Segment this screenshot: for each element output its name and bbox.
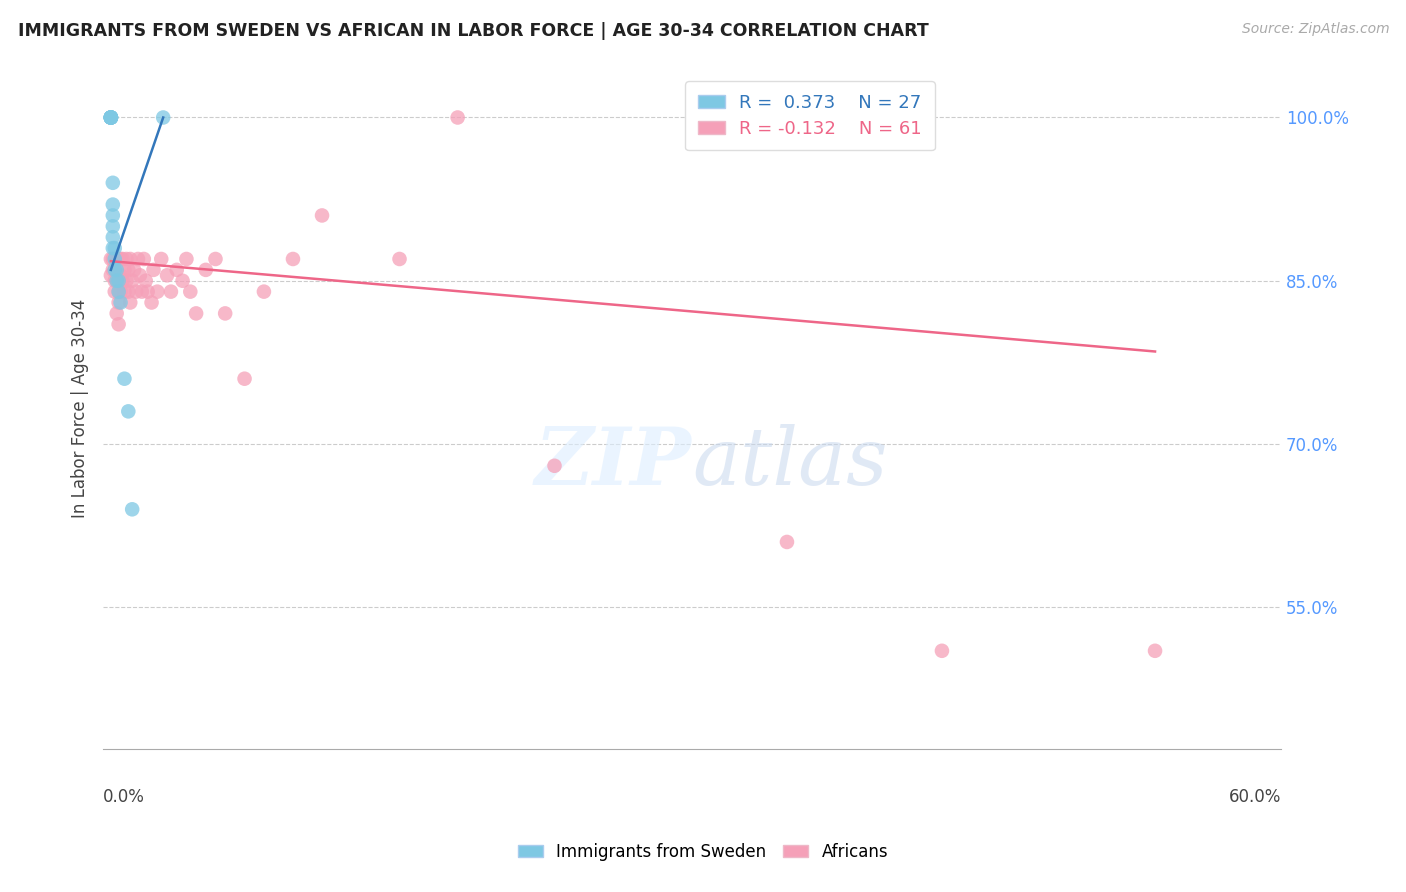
Point: [136, 285, 159, 299]
Point: [100, 111, 122, 125]
Point: [100, 111, 122, 125]
Point: [204, 252, 226, 266]
Point: [931, 644, 953, 658]
Point: [100, 252, 122, 266]
Point: [172, 274, 194, 288]
Point: [101, 252, 124, 266]
Point: [176, 252, 198, 266]
Point: [100, 111, 122, 125]
Point: [107, 274, 129, 288]
Point: [100, 111, 122, 125]
Point: [125, 285, 148, 299]
Point: [121, 274, 143, 288]
Point: [107, 274, 129, 288]
Point: [311, 209, 333, 223]
Point: [107, 285, 129, 299]
Point: [100, 111, 122, 125]
Point: [117, 404, 139, 418]
Point: [101, 263, 124, 277]
Point: [111, 252, 134, 266]
Point: [111, 274, 134, 288]
Point: [104, 263, 127, 277]
Text: IMMIGRANTS FROM SWEDEN VS AFRICAN IN LABOR FORCE | AGE 30-34 CORRELATION CHART: IMMIGRANTS FROM SWEDEN VS AFRICAN IN LAB…: [18, 22, 929, 40]
Point: [101, 197, 124, 211]
Point: [104, 252, 127, 266]
Point: [214, 306, 236, 320]
Point: [543, 458, 565, 473]
Point: [104, 263, 127, 277]
Point: [107, 252, 129, 266]
Point: [142, 263, 165, 277]
Point: [117, 285, 139, 299]
Point: [114, 285, 136, 299]
Point: [1144, 644, 1167, 658]
Point: [388, 252, 411, 266]
Point: [115, 274, 138, 288]
Point: [107, 285, 129, 299]
Point: [117, 263, 139, 277]
Point: [120, 295, 142, 310]
Point: [101, 209, 124, 223]
Point: [100, 268, 122, 283]
Point: [107, 295, 129, 310]
Point: [179, 285, 201, 299]
Point: [104, 274, 127, 288]
Point: [105, 306, 128, 320]
Point: [184, 306, 207, 320]
Point: [101, 176, 124, 190]
Point: [101, 230, 124, 244]
Point: [110, 252, 132, 266]
Point: [122, 263, 145, 277]
Point: [110, 268, 132, 283]
Point: [146, 285, 169, 299]
Point: [105, 274, 128, 288]
Point: [281, 252, 304, 266]
Point: [114, 263, 136, 277]
Point: [120, 252, 142, 266]
Point: [141, 295, 163, 310]
Text: atlas: atlas: [692, 425, 887, 502]
Point: [152, 111, 174, 125]
Point: [160, 285, 183, 299]
Point: [100, 111, 122, 125]
Point: [156, 268, 179, 283]
Point: [253, 285, 276, 299]
Point: [110, 285, 132, 299]
Point: [776, 535, 799, 549]
Legend: R =  0.373    N = 27, R = -0.132    N = 61: R = 0.373 N = 27, R = -0.132 N = 61: [685, 81, 935, 151]
Point: [101, 241, 124, 255]
Legend: Immigrants from Sweden, Africans: Immigrants from Sweden, Africans: [512, 837, 894, 868]
Point: [194, 263, 217, 277]
Point: [110, 295, 132, 310]
Point: [114, 372, 136, 386]
Point: [129, 268, 152, 283]
Point: [121, 502, 143, 516]
Point: [107, 318, 129, 332]
Point: [100, 111, 122, 125]
Text: 60.0%: 60.0%: [1229, 788, 1281, 805]
Point: [104, 241, 127, 255]
Point: [150, 252, 173, 266]
Point: [100, 111, 122, 125]
Point: [131, 285, 153, 299]
Point: [105, 274, 128, 288]
Y-axis label: In Labor Force | Age 30-34: In Labor Force | Age 30-34: [72, 299, 89, 518]
Text: ZIP: ZIP: [536, 425, 692, 502]
Point: [115, 252, 138, 266]
Point: [100, 111, 122, 125]
Point: [127, 252, 149, 266]
Point: [446, 111, 468, 125]
Text: 0.0%: 0.0%: [103, 788, 145, 805]
Point: [132, 252, 155, 266]
Point: [166, 263, 188, 277]
Point: [105, 252, 128, 266]
Point: [135, 274, 157, 288]
Point: [104, 285, 127, 299]
Point: [105, 263, 128, 277]
Text: Source: ZipAtlas.com: Source: ZipAtlas.com: [1241, 22, 1389, 37]
Point: [101, 219, 124, 234]
Point: [233, 372, 256, 386]
